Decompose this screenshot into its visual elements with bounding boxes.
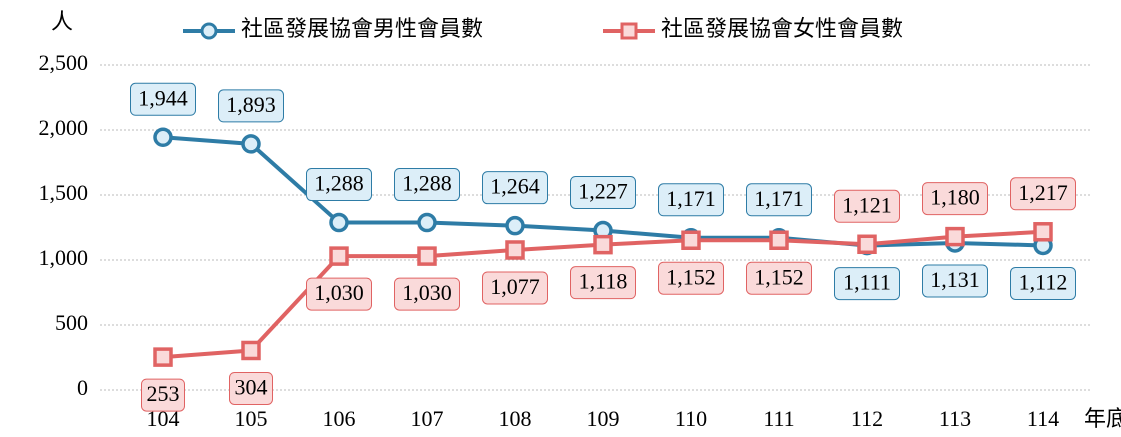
point	[417, 246, 437, 266]
point	[945, 226, 965, 247]
x-axis-label: 年底	[1084, 406, 1121, 431]
legend-marker	[200, 22, 218, 40]
data-label-box	[130, 82, 196, 116]
data-label-box	[658, 183, 724, 217]
y-tick-label: 2,500	[39, 50, 89, 75]
data-label: 1,227	[578, 179, 628, 204]
data-label: 1,171	[666, 186, 716, 211]
data-label: 304	[235, 375, 268, 400]
point	[153, 127, 173, 148]
x-tick-label: 111	[763, 406, 794, 431]
data-label-box	[1010, 177, 1076, 211]
legend-label: 社區發展協會男性會員數	[241, 16, 483, 41]
data-label-box	[306, 168, 372, 202]
data-label-box	[394, 277, 460, 311]
point	[329, 212, 349, 233]
data-label: 1,118	[579, 269, 628, 294]
y-tick-label: 1,500	[39, 180, 89, 205]
x-tick-label: 108	[499, 406, 532, 431]
y-axis-label: 人	[51, 9, 73, 34]
y-tick-label: 0	[77, 375, 88, 400]
data-label: 1,077	[490, 274, 540, 299]
point	[329, 246, 349, 266]
point	[593, 234, 613, 255]
data-label: 253	[147, 381, 180, 406]
data-label: 1,152	[666, 264, 716, 289]
data-label-box	[394, 168, 460, 202]
point	[241, 340, 261, 361]
x-tick-label: 110	[675, 406, 707, 431]
data-label: 1,264	[490, 174, 540, 199]
data-label: 1,111	[843, 270, 891, 295]
data-label-box	[218, 89, 284, 123]
data-label: 1,152	[754, 264, 804, 289]
point	[505, 240, 525, 260]
data-label-box	[306, 277, 372, 311]
data-label-box	[834, 189, 900, 223]
data-label: 1,217	[1018, 180, 1068, 205]
data-label: 1,131	[930, 267, 980, 292]
data-label-box	[570, 266, 636, 300]
y-tick-label: 500	[55, 310, 88, 335]
x-tick-label: 114	[1027, 406, 1059, 431]
data-label-box	[141, 378, 185, 412]
data-label-box	[1010, 266, 1076, 300]
data-label-box	[746, 261, 812, 295]
data-label-box	[229, 371, 273, 405]
y-tick-label: 1,000	[39, 245, 89, 270]
legend-marker	[620, 22, 638, 40]
data-label-box	[482, 171, 548, 205]
data-label-box	[482, 271, 548, 305]
point	[417, 212, 437, 233]
y-tick-label: 2,000	[39, 115, 89, 140]
data-label: 1,288	[314, 171, 364, 196]
data-label: 1,030	[314, 280, 364, 305]
data-label: 1,112	[1019, 269, 1068, 294]
x-tick-label: 106	[323, 406, 356, 431]
data-label: 1,180	[930, 185, 980, 210]
point	[1033, 222, 1053, 242]
point	[857, 234, 877, 255]
point	[153, 347, 173, 367]
point	[769, 230, 789, 250]
legend-label: 社區發展協會女性會員數	[661, 16, 903, 41]
data-label-box	[746, 183, 812, 217]
data-label: 1,171	[754, 186, 804, 211]
data-label: 1,030	[402, 280, 452, 305]
data-label-box	[922, 264, 988, 298]
x-tick-label: 113	[939, 406, 971, 431]
point	[681, 230, 701, 250]
data-label: 1,121	[842, 192, 892, 217]
data-label-box	[658, 261, 724, 295]
x-tick-label: 105	[235, 406, 268, 431]
data-label: 1,893	[226, 92, 276, 117]
data-label-box	[570, 175, 636, 209]
x-tick-label: 107	[411, 406, 444, 431]
data-label: 1,288	[402, 171, 452, 196]
data-label-box	[834, 267, 900, 301]
data-label: 1,944	[138, 85, 188, 110]
point	[505, 215, 525, 236]
point	[241, 134, 261, 154]
x-tick-label: 109	[587, 406, 620, 431]
x-tick-label: 112	[851, 406, 883, 431]
data-label-box	[922, 182, 988, 216]
